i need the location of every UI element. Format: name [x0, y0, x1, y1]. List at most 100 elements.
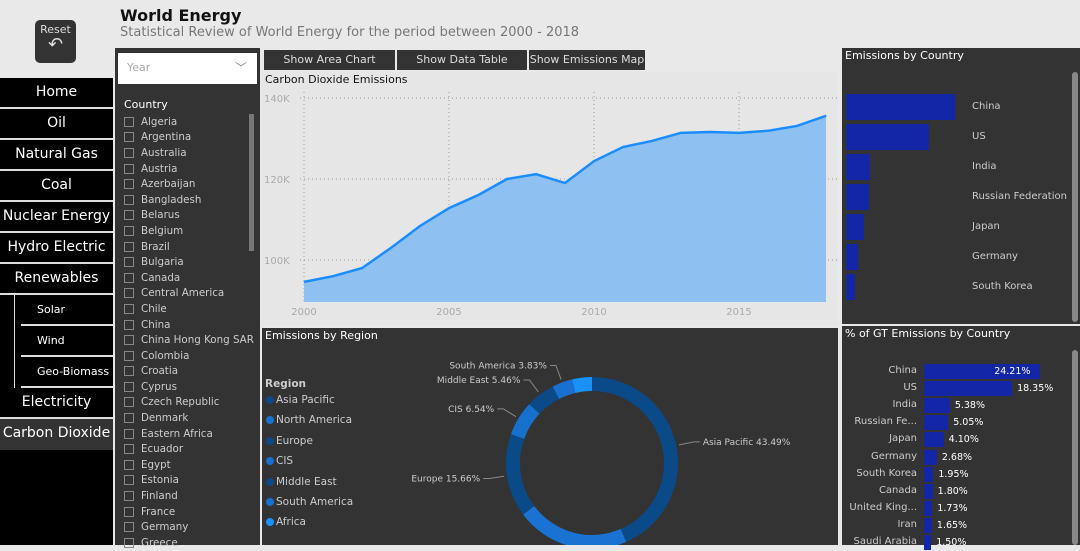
pct-bar[interactable]	[924, 415, 949, 431]
donut-slice[interactable]	[572, 377, 592, 393]
pct-bar[interactable]	[924, 517, 932, 533]
country-bar[interactable]	[846, 154, 871, 180]
country-item[interactable]: Greece	[124, 535, 254, 551]
checkbox[interactable]	[124, 163, 134, 174]
country-item[interactable]: Azerbaijan	[124, 176, 254, 192]
checkbox[interactable]	[124, 194, 134, 205]
checkbox[interactable]	[124, 116, 134, 127]
legend-item[interactable]: South America	[266, 496, 353, 508]
country-item[interactable]: Brazil	[124, 239, 254, 255]
legend-item[interactable]: North America	[266, 414, 352, 426]
country-item[interactable]: Bangladesh	[124, 192, 254, 208]
country-item[interactable]: Ecuador	[124, 441, 254, 457]
legend-item[interactable]: CIS	[266, 455, 293, 467]
nav-item[interactable]: Home	[0, 78, 113, 109]
checkbox[interactable]	[124, 491, 134, 502]
legend-item[interactable]: Middle East	[266, 476, 337, 488]
country-bar[interactable]	[846, 214, 865, 240]
country-bar[interactable]	[846, 274, 855, 300]
nav-item[interactable]: Renewables	[0, 264, 113, 295]
country-item[interactable]: Czech Republic	[124, 395, 254, 411]
country-item[interactable]: Canada	[124, 270, 254, 286]
legend-item[interactable]: Europe	[266, 435, 313, 447]
country-item[interactable]: Cyprus	[124, 379, 254, 395]
donut-slice[interactable]	[529, 386, 560, 414]
nav-item[interactable]: Hydro Electric	[0, 233, 113, 264]
country-item[interactable]: Egypt	[124, 457, 254, 473]
country-item[interactable]: Austria	[124, 161, 254, 177]
legend-item[interactable]: Africa	[266, 516, 306, 528]
donut-slice[interactable]	[506, 434, 535, 515]
country-item[interactable]: Finland	[124, 488, 254, 504]
data-point[interactable]	[506, 178, 508, 180]
country-item[interactable]: Bulgaria	[124, 254, 254, 270]
pct-bar[interactable]	[924, 449, 937, 465]
pct-bar[interactable]	[924, 466, 934, 482]
data-point[interactable]	[477, 194, 479, 196]
data-point[interactable]	[622, 146, 624, 148]
data-point[interactable]	[448, 207, 450, 209]
nav-item[interactable]: Oil	[0, 109, 113, 140]
checkbox[interactable]	[124, 506, 134, 517]
pct-bar[interactable]	[924, 381, 1013, 397]
emissions-scrollbar[interactable]	[1072, 72, 1078, 322]
pct-bar[interactable]	[924, 364, 1041, 379]
data-point[interactable]	[303, 281, 305, 283]
checkbox[interactable]	[124, 147, 134, 158]
nav-item[interactable]: Carbon Dioxide	[0, 419, 113, 450]
pct-bar[interactable]	[924, 500, 933, 516]
donut-slice[interactable]	[552, 379, 576, 399]
nav-subitem[interactable]: Wind	[14, 326, 113, 357]
nav-subitem[interactable]: Solar	[14, 295, 113, 326]
nav-item[interactable]: Nuclear Energy	[0, 202, 113, 233]
tab-area-chart[interactable]: Show Area Chart	[264, 50, 395, 70]
checkbox[interactable]	[124, 397, 134, 408]
country-item[interactable]: Estonia	[124, 473, 254, 489]
legend-item[interactable]: Asia Pacific	[266, 394, 335, 406]
checkbox[interactable]	[124, 132, 134, 143]
data-point[interactable]	[535, 173, 537, 175]
pct-bar[interactable]	[924, 535, 932, 550]
country-scrollbar[interactable]	[249, 114, 254, 251]
data-point[interactable]	[767, 130, 769, 132]
checkbox[interactable]	[124, 225, 134, 236]
data-point[interactable]	[332, 275, 334, 277]
nav-subitem[interactable]: Geo-Biomass	[14, 357, 113, 388]
country-item[interactable]: Australia	[124, 145, 254, 161]
checkbox[interactable]	[124, 303, 134, 314]
checkbox[interactable]	[124, 210, 134, 221]
checkbox[interactable]	[124, 241, 134, 252]
pct-bar[interactable]	[924, 432, 944, 448]
pct-scrollbar[interactable]	[1072, 350, 1078, 545]
checkbox[interactable]	[124, 272, 134, 283]
pct-bar[interactable]	[924, 483, 933, 499]
checkbox[interactable]	[124, 335, 134, 346]
donut-slice[interactable]	[592, 377, 679, 542]
data-point[interactable]	[593, 160, 595, 162]
data-point[interactable]	[738, 132, 740, 134]
country-item[interactable]: China	[124, 317, 254, 333]
checkbox[interactable]	[124, 179, 134, 190]
checkbox[interactable]	[124, 413, 134, 424]
year-dropdown[interactable]: Year ﹀	[118, 53, 257, 84]
checkbox[interactable]	[124, 319, 134, 330]
checkbox[interactable]	[124, 459, 134, 470]
country-bar[interactable]	[846, 124, 929, 150]
checkbox[interactable]	[124, 381, 134, 392]
checkbox[interactable]	[124, 288, 134, 299]
checkbox[interactable]	[124, 522, 134, 533]
donut-slice[interactable]	[523, 506, 627, 545]
checkbox[interactable]	[124, 366, 134, 377]
country-item[interactable]: Denmark	[124, 410, 254, 426]
country-item[interactable]: Germany	[124, 519, 254, 535]
tab-emissions-map[interactable]: Show Emissions Map	[529, 50, 645, 70]
country-item[interactable]: Belarus	[124, 208, 254, 224]
country-item[interactable]: Algeria	[124, 114, 254, 130]
data-point[interactable]	[390, 247, 392, 249]
country-item[interactable]: China Hong Kong SAR	[124, 332, 254, 348]
pct-bar[interactable]	[924, 398, 950, 414]
data-point[interactable]	[796, 125, 798, 127]
nav-item[interactable]: Coal	[0, 171, 113, 202]
checkbox[interactable]	[124, 537, 134, 548]
country-item[interactable]: Eastern Africa	[124, 426, 254, 442]
